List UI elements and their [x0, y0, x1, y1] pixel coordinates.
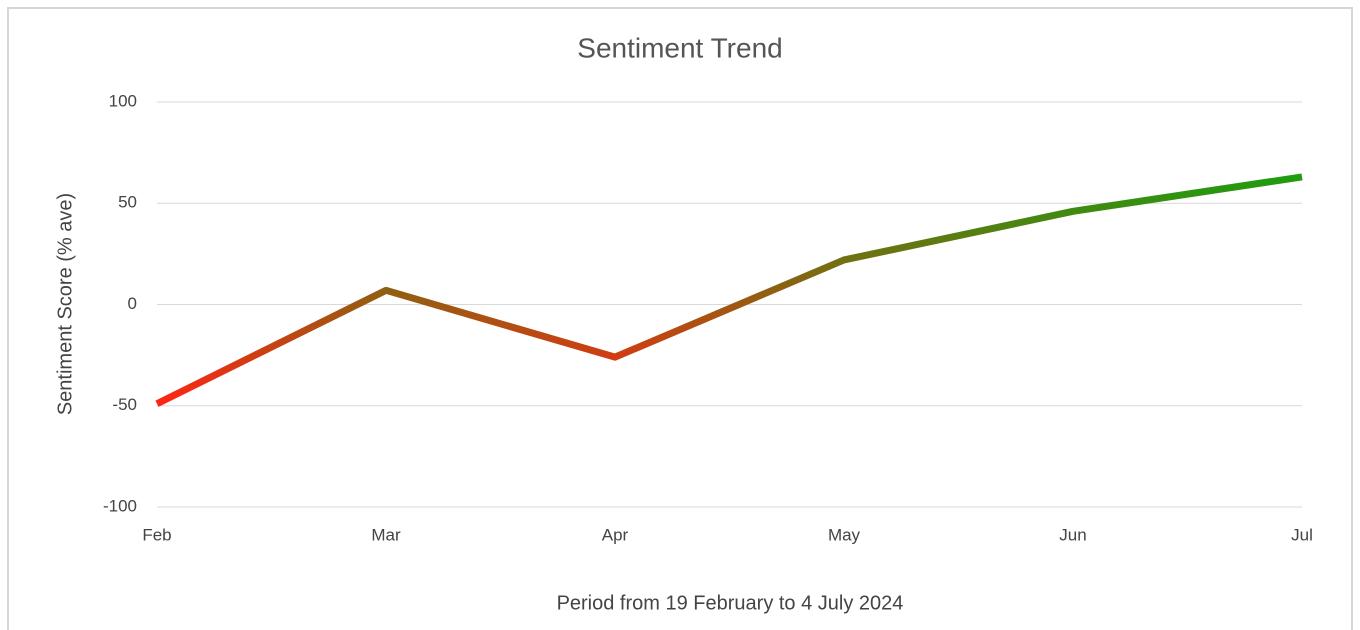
x-tick-label: Feb: [142, 525, 171, 544]
x-tick-label: May: [828, 525, 861, 544]
y-tick-label: 0: [128, 294, 137, 313]
x-tick-label: Jul: [1291, 525, 1313, 544]
y-tick-label: 50: [118, 193, 137, 212]
y-tick-label: 100: [109, 91, 137, 110]
y-tick-label: -50: [112, 395, 137, 414]
x-tick-label: Jun: [1059, 525, 1086, 544]
y-axis-title: Sentiment Score (% ave): [54, 193, 76, 415]
x-axis-title: Period from 19 February to 4 July 2024: [557, 592, 904, 614]
chart-title: Sentiment Trend: [577, 32, 782, 63]
chart-frame: [7, 7, 1353, 630]
line-series: [155, 173, 1303, 407]
y-tick-label: -100: [103, 496, 137, 515]
x-tick-label: Mar: [371, 525, 401, 544]
x-tick-label: Apr: [602, 525, 629, 544]
